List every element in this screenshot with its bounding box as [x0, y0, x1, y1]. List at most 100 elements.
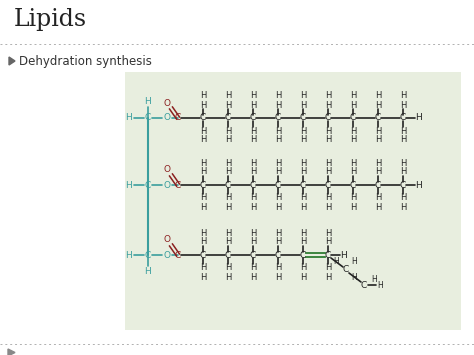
- Text: C: C: [400, 114, 406, 122]
- Text: H: H: [275, 237, 281, 246]
- Text: H: H: [375, 193, 381, 202]
- Text: H: H: [225, 237, 231, 246]
- Text: H: H: [275, 126, 281, 136]
- Text: C: C: [145, 180, 151, 190]
- Text: H: H: [300, 263, 306, 273]
- Text: H: H: [126, 180, 132, 190]
- Bar: [125, 72, 461, 330]
- Text: H: H: [351, 273, 357, 282]
- Text: O: O: [164, 251, 171, 260]
- Text: O: O: [164, 180, 171, 190]
- Text: H: H: [200, 237, 206, 246]
- Text: H: H: [300, 136, 306, 144]
- Text: H: H: [350, 100, 356, 109]
- Text: C: C: [375, 180, 381, 190]
- Text: H: H: [126, 114, 132, 122]
- Text: H: H: [375, 92, 381, 100]
- Text: H: H: [250, 237, 256, 246]
- Text: H: H: [275, 229, 281, 237]
- Text: C: C: [300, 180, 306, 190]
- Text: H: H: [275, 158, 281, 168]
- Text: H: H: [225, 126, 231, 136]
- Text: C: C: [225, 114, 231, 122]
- Text: H: H: [250, 158, 256, 168]
- Text: H: H: [325, 237, 331, 246]
- Text: C: C: [300, 114, 306, 122]
- Text: H: H: [416, 114, 422, 122]
- Text: H: H: [325, 229, 331, 237]
- Text: H: H: [250, 126, 256, 136]
- Text: C: C: [275, 180, 281, 190]
- Text: C: C: [225, 251, 231, 260]
- Text: H: H: [375, 158, 381, 168]
- Text: H: H: [145, 267, 151, 275]
- Text: H: H: [325, 193, 331, 202]
- Text: H: H: [145, 98, 151, 106]
- Text: H: H: [300, 126, 306, 136]
- Text: H: H: [300, 273, 306, 282]
- Text: H: H: [275, 92, 281, 100]
- Text: C: C: [275, 114, 281, 122]
- Text: C: C: [175, 114, 181, 122]
- Text: C: C: [400, 180, 406, 190]
- Text: H: H: [200, 92, 206, 100]
- Text: H: H: [400, 193, 406, 202]
- Text: H: H: [325, 273, 331, 282]
- Text: H: H: [200, 126, 206, 136]
- Text: H: H: [325, 158, 331, 168]
- Text: H: H: [300, 237, 306, 246]
- Text: H: H: [400, 168, 406, 176]
- Text: H: H: [200, 202, 206, 212]
- Text: H: H: [325, 168, 331, 176]
- Text: C: C: [225, 180, 231, 190]
- Text: H: H: [350, 193, 356, 202]
- Text: H: H: [225, 263, 231, 273]
- Text: H: H: [350, 202, 356, 212]
- Text: H: H: [250, 92, 256, 100]
- Text: C: C: [250, 180, 256, 190]
- Text: H: H: [275, 263, 281, 273]
- Text: H: H: [300, 100, 306, 109]
- Text: H: H: [275, 273, 281, 282]
- Polygon shape: [8, 349, 15, 355]
- Text: H: H: [400, 136, 406, 144]
- Text: H: H: [200, 193, 206, 202]
- Text: H: H: [375, 100, 381, 109]
- Text: H: H: [325, 126, 331, 136]
- Text: H: H: [300, 193, 306, 202]
- Polygon shape: [9, 57, 15, 65]
- Text: C: C: [361, 280, 367, 289]
- Text: H: H: [400, 126, 406, 136]
- Text: H: H: [333, 257, 339, 267]
- Text: H: H: [250, 100, 256, 109]
- Text: C: C: [145, 251, 151, 260]
- Text: H: H: [350, 92, 356, 100]
- Text: H: H: [300, 229, 306, 237]
- Text: H: H: [375, 168, 381, 176]
- Text: C: C: [200, 251, 206, 260]
- Text: H: H: [375, 202, 381, 212]
- Text: H: H: [250, 229, 256, 237]
- Text: O: O: [164, 235, 171, 245]
- Text: H: H: [250, 136, 256, 144]
- Text: C: C: [325, 251, 331, 260]
- Text: O: O: [164, 98, 171, 108]
- Text: H: H: [275, 202, 281, 212]
- Text: H: H: [400, 158, 406, 168]
- Text: H: H: [350, 126, 356, 136]
- Text: O: O: [164, 165, 171, 175]
- Text: H: H: [400, 202, 406, 212]
- Text: H: H: [350, 168, 356, 176]
- Text: H: H: [325, 92, 331, 100]
- Text: H: H: [325, 100, 331, 109]
- Text: H: H: [416, 180, 422, 190]
- Text: H: H: [225, 202, 231, 212]
- Text: C: C: [200, 180, 206, 190]
- Text: H: H: [225, 229, 231, 237]
- Text: H: H: [300, 92, 306, 100]
- Text: H: H: [371, 275, 377, 284]
- Text: C: C: [343, 266, 349, 274]
- Text: H: H: [225, 193, 231, 202]
- Text: H: H: [225, 273, 231, 282]
- Text: H: H: [225, 158, 231, 168]
